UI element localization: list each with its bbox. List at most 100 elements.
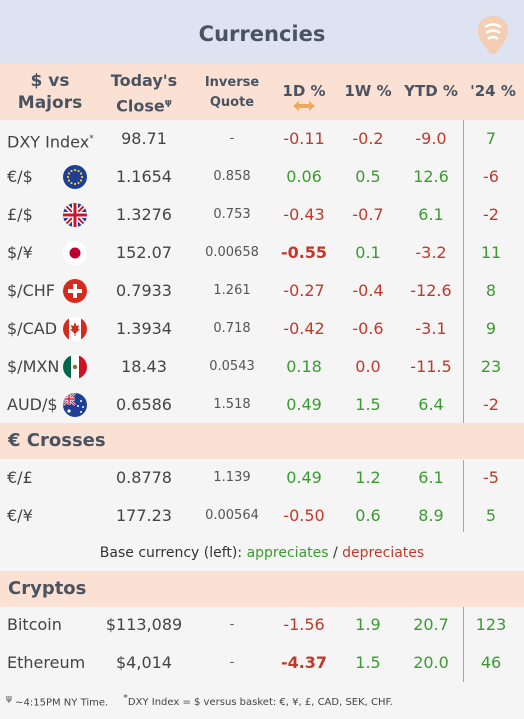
inverse-quote: 0.00564 <box>196 497 268 535</box>
inverse-quote: - <box>196 644 268 682</box>
table-row: $/¥ 152.07 0.00658 -0.55 0.1 -3.2 11 <box>0 234 524 272</box>
brand-logo-icon <box>478 16 508 54</box>
close-value: 152.07 <box>100 234 188 272</box>
close-value-text: 152.07 <box>116 243 172 262</box>
pair-name-text: $/CHF <box>7 281 55 300</box>
change-1w-text: -0.7 <box>352 205 384 224</box>
footnote-marker: * <box>89 134 94 144</box>
inverse-quote: 0.00658 <box>196 234 268 272</box>
change-1w-text: 0.1 <box>355 243 381 262</box>
header-1d-label: 1D % <box>282 82 326 100</box>
change-ytd-text: -11.5 <box>410 357 452 376</box>
header-inverse-line1: Inverse <box>204 75 260 90</box>
close-value: 0.7933 <box>100 272 188 310</box>
table-row: $/MXN 18.43 0.0543 0.18 0.0 -11.5 23 <box>0 348 524 386</box>
pair-name: Bitcoin <box>7 606 62 644</box>
change-1d-text: -1.56 <box>283 615 325 634</box>
header-1d[interactable]: 1D % <box>268 82 340 111</box>
change-2024-text: -6 <box>483 167 499 186</box>
footnote-dxy: DXY Index = $ versus basket: €, ¥, £, CA… <box>127 697 393 709</box>
inverse-quote: 0.858 <box>196 158 268 196</box>
change-2024-text: 5 <box>485 506 497 525</box>
inverse-quote: 0.753 <box>196 196 268 234</box>
close-value-text: $4,014 <box>116 653 172 672</box>
change-1w-text: 1.2 <box>355 468 381 487</box>
change-2024-text: 8 <box>485 281 497 300</box>
close-value-text: 1.3934 <box>116 319 172 338</box>
table-row: $/CHF 0.7933 1.261 -0.27 -0.4 -12.6 8 <box>0 272 524 310</box>
inverse-quote-text: 1.139 <box>213 470 251 485</box>
pair-name: DXY Index* <box>7 120 94 158</box>
inverse-quote-text: 1.261 <box>213 283 251 298</box>
change-1d: -0.43 <box>268 196 340 234</box>
inverse-quote-text: - <box>229 655 235 670</box>
change-1w: -0.6 <box>340 310 396 348</box>
header-2024: '24 % <box>470 82 516 100</box>
canada-flag-icon <box>63 317 87 341</box>
change-1d: 0.49 <box>268 459 340 497</box>
cryptos-title: Cryptos <box>8 578 87 599</box>
change-1d-text: -0.50 <box>283 506 325 525</box>
pair-name: AUD/$ <box>7 386 58 424</box>
sort-arrows-icon[interactable] <box>293 101 315 111</box>
change-ytd: 12.6 <box>396 158 466 196</box>
change-ytd: 20.0 <box>396 644 466 682</box>
inverse-quote: 1.261 <box>196 272 268 310</box>
pair-name-text: Bitcoin <box>7 615 62 634</box>
table-row: $/CAD 1.3934 0.718 -0.42 -0.6 -3.1 9 <box>0 310 524 348</box>
change-2024-text: -5 <box>483 468 499 487</box>
change-1d-text: -0.43 <box>283 205 325 224</box>
footnote-time: ~4:15PM NY Time. <box>15 697 109 709</box>
change-2024: 123 <box>466 606 516 644</box>
change-ytd: 6.1 <box>396 459 466 497</box>
close-value-text: 177.23 <box>116 506 172 525</box>
page-title: Currencies <box>198 22 326 46</box>
close-value-text: 1.3276 <box>116 205 172 224</box>
header-close-text: Close <box>116 96 165 116</box>
table-row: Ethereum $4,014 - -4.37 1.5 20.0 46 <box>0 644 524 682</box>
crosses-title: € Crosses <box>8 430 106 451</box>
change-2024-text: 9 <box>485 319 497 338</box>
change-1w: 1.9 <box>340 606 396 644</box>
change-2024: -2 <box>466 196 516 234</box>
change-1d: -0.11 <box>268 120 340 158</box>
change-ytd: -9.0 <box>396 120 466 158</box>
change-2024: 8 <box>466 272 516 310</box>
color-legend: Base currency (left): appreciates / depr… <box>0 535 524 571</box>
change-1d: -0.50 <box>268 497 340 535</box>
pair-name-text: DXY Index <box>7 132 90 152</box>
change-2024: 23 <box>466 348 516 386</box>
column-divider <box>463 460 464 532</box>
change-2024-text: 46 <box>480 653 502 672</box>
footnotes: ψ ~4:15PM NY Time. *DXY Index = $ versus… <box>6 694 393 708</box>
close-value: 1.3276 <box>100 196 188 234</box>
change-2024: -6 <box>466 158 516 196</box>
change-1w: -0.4 <box>340 272 396 310</box>
change-1w-text: 0.0 <box>355 357 381 376</box>
close-value-text: 18.43 <box>121 357 167 376</box>
header-pair-line2: Majors <box>17 93 83 113</box>
inverse-quote: - <box>196 606 268 644</box>
change-ytd-text: -3.2 <box>415 243 447 262</box>
close-value-text: 1.1654 <box>116 167 172 186</box>
pair-name: €/$ <box>7 158 33 196</box>
table-row: Bitcoin $113,089 - -1.56 1.9 20.7 123 <box>0 606 524 644</box>
close-value: 98.71 <box>100 120 188 158</box>
close-value-text: 0.7933 <box>116 281 172 300</box>
change-1w-text: -0.6 <box>352 319 384 338</box>
column-divider <box>463 120 464 425</box>
change-2024-text: -2 <box>483 205 499 224</box>
change-ytd: 6.1 <box>396 196 466 234</box>
close-value: 1.1654 <box>100 158 188 196</box>
pair-name: $/MXN <box>7 348 59 386</box>
header-inverse: Inverse Quote <box>196 73 268 113</box>
change-1d: -1.56 <box>268 606 340 644</box>
header-close: Today's Closeψ <box>100 70 188 117</box>
pair-name-text: Ethereum <box>7 653 86 672</box>
change-1w: 0.0 <box>340 348 396 386</box>
pair-name-text: $/MXN <box>7 357 60 376</box>
change-2024-text: 23 <box>480 357 502 376</box>
change-2024: 9 <box>466 310 516 348</box>
australia-flag-icon <box>63 393 87 417</box>
change-1w-text: 0.5 <box>355 167 381 186</box>
